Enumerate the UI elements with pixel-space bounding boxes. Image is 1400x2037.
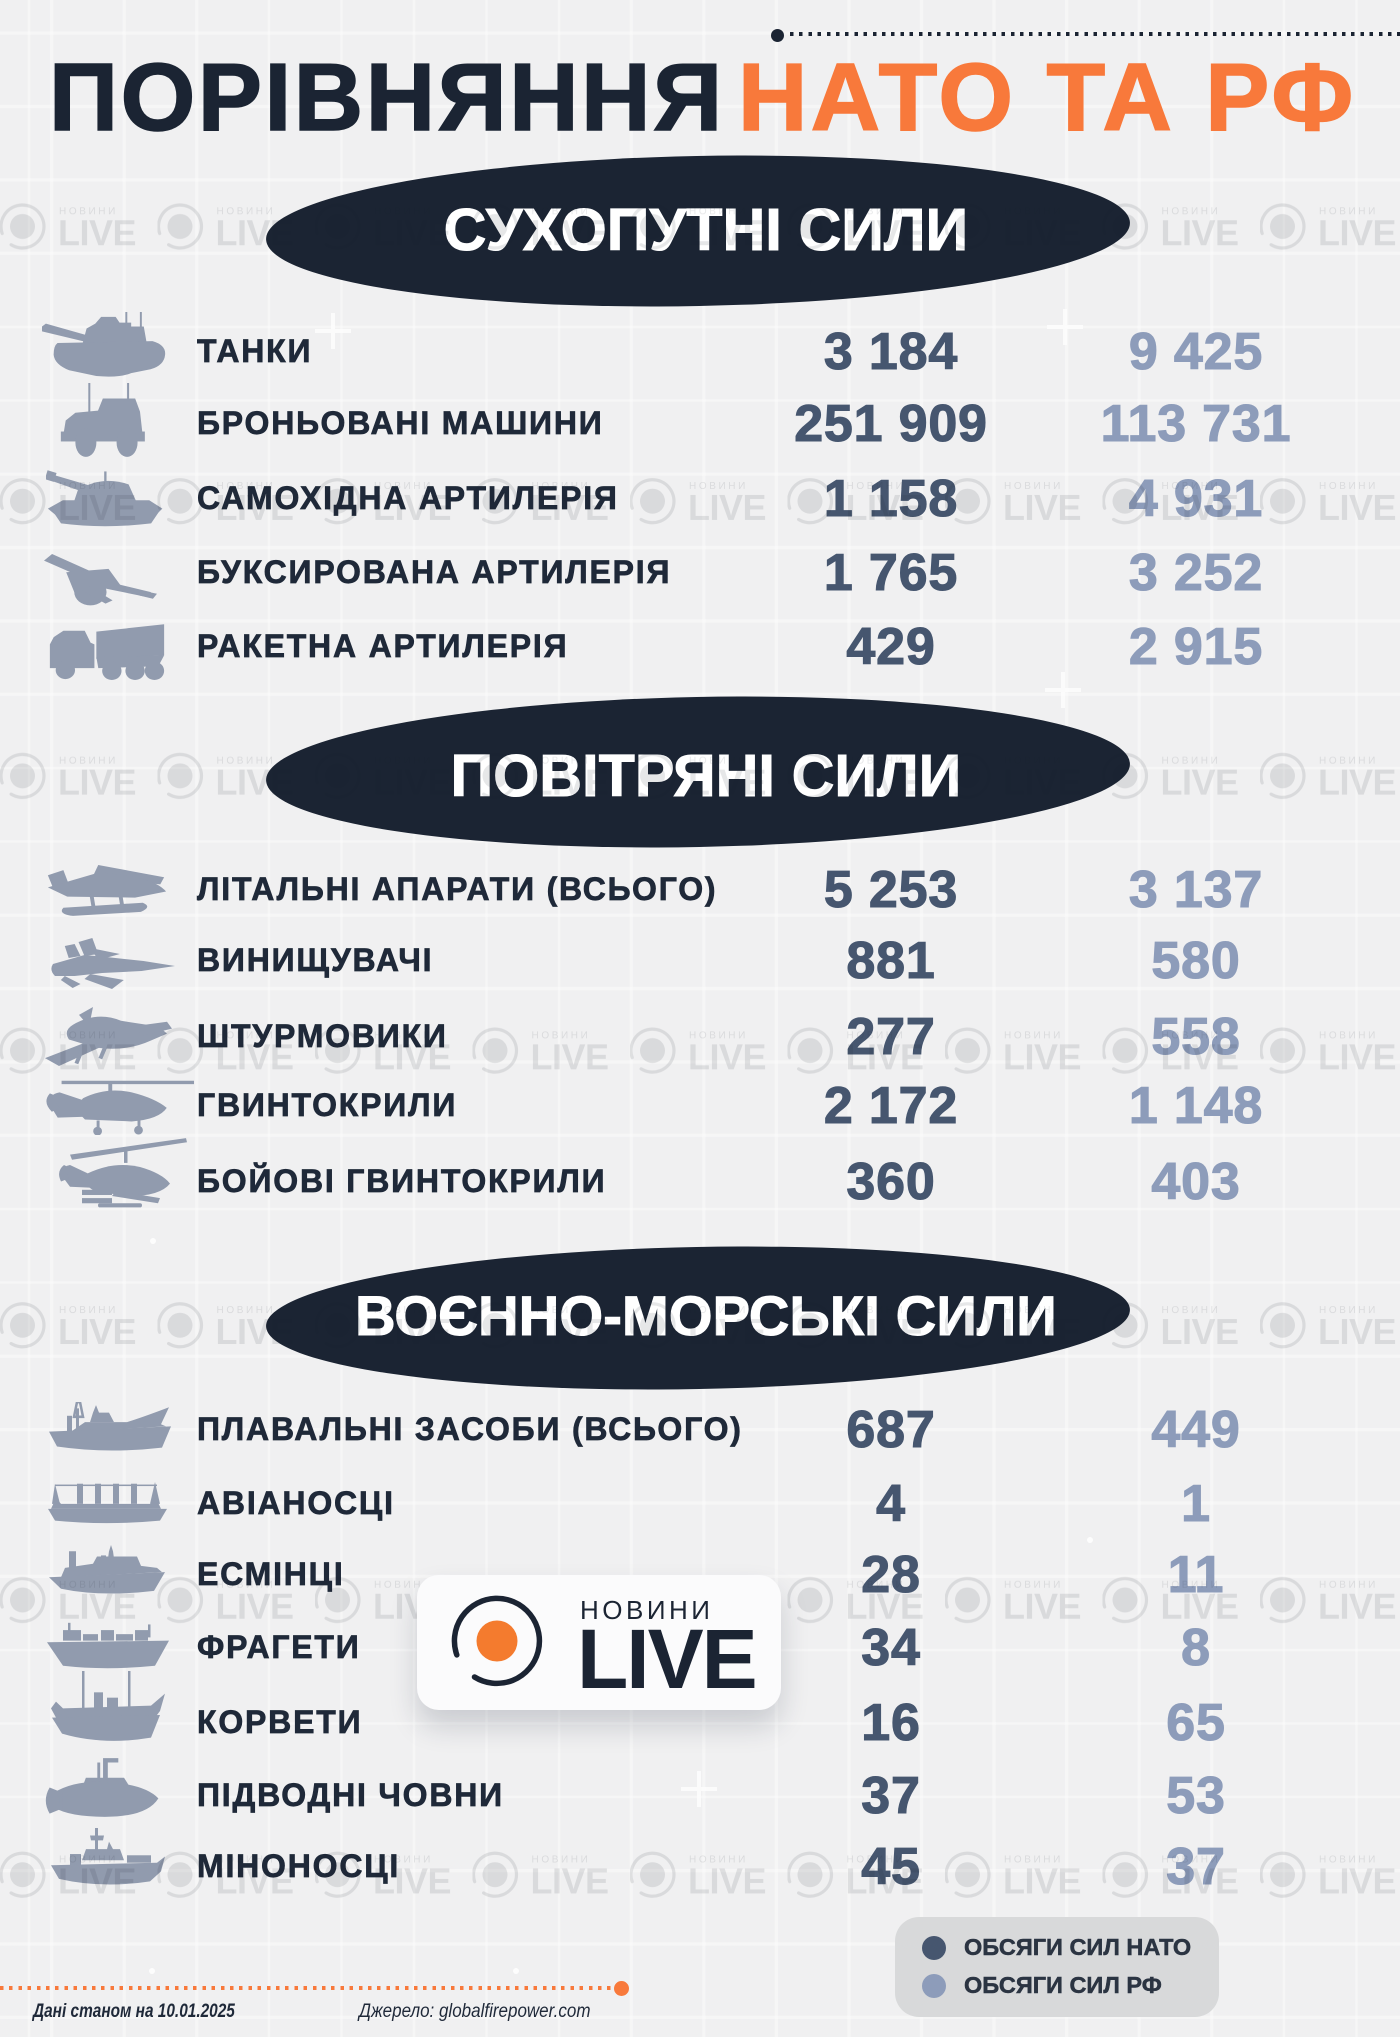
svg-text:LIVE: LIVE — [577, 1612, 756, 1706]
svg-text:НОВИНИ: НОВИНИ — [580, 1595, 714, 1625]
